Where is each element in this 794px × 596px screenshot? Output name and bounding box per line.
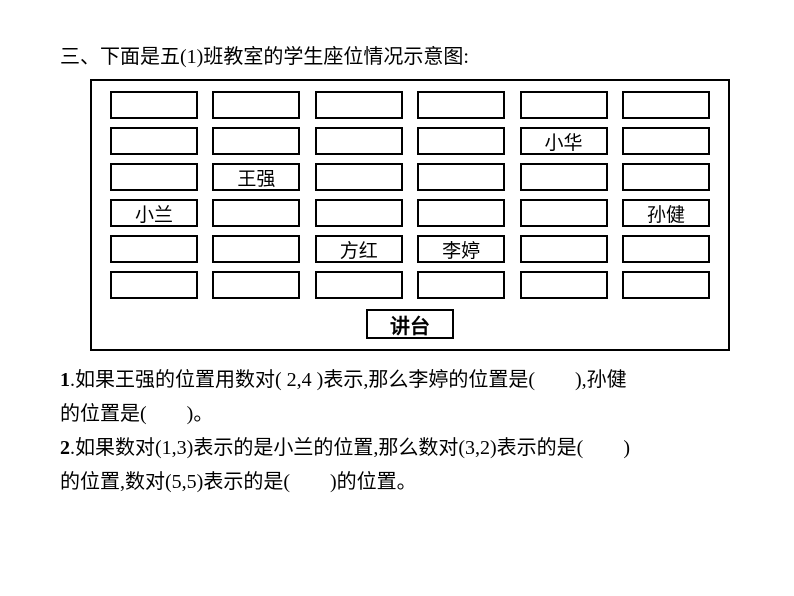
seat bbox=[212, 91, 300, 119]
seat-xiaohua: 小华 bbox=[520, 127, 608, 155]
question-1-line-1: 1.如果王强的位置用数对( 2,4 )表示,那么李婷的位置是( ),孙健 bbox=[60, 363, 744, 397]
seat bbox=[622, 271, 710, 299]
question-2-line-2: 的位置,数对(5,5)表示的是( )的位置。 bbox=[60, 465, 744, 499]
seat bbox=[622, 235, 710, 263]
seat bbox=[520, 271, 608, 299]
q1-blank-1 bbox=[535, 363, 575, 397]
seat bbox=[417, 271, 505, 299]
seat bbox=[417, 199, 505, 227]
q2-text-3: 的位置,数对(5,5)表示的是( bbox=[60, 471, 290, 493]
q1-text-1: .如果王强的位置用数对( 2,4 )表示,那么李婷的位置是( bbox=[70, 369, 535, 391]
seat bbox=[622, 163, 710, 191]
q1-text-4: )。 bbox=[187, 403, 214, 425]
podium-row: 讲台 bbox=[110, 309, 710, 339]
question-2-line-1: 2.如果数对(1,3)表示的是小兰的位置,那么数对(3,2)表示的是( ) bbox=[60, 431, 744, 465]
questions: 1.如果王强的位置用数对( 2,4 )表示,那么李婷的位置是( ),孙健 的位置… bbox=[60, 363, 744, 499]
seat bbox=[212, 127, 300, 155]
seat-row: 王强 bbox=[110, 163, 710, 191]
seat bbox=[110, 271, 198, 299]
seat-grid: 小华 王强 小兰 孙健 方红 李婷 bbox=[110, 91, 710, 299]
seat bbox=[212, 199, 300, 227]
seat bbox=[315, 271, 403, 299]
seat bbox=[315, 91, 403, 119]
seat bbox=[110, 91, 198, 119]
q1-text-2: ),孙健 bbox=[575, 369, 627, 391]
seat bbox=[110, 127, 198, 155]
seat bbox=[520, 91, 608, 119]
q2-blank-2 bbox=[290, 465, 330, 499]
seat-row bbox=[110, 271, 710, 299]
seat bbox=[622, 91, 710, 119]
podium: 讲台 bbox=[366, 309, 454, 339]
seat bbox=[110, 163, 198, 191]
seat-xiaolan: 小兰 bbox=[110, 199, 198, 227]
seat-wangqiang: 王强 bbox=[212, 163, 300, 191]
q2-blank-1 bbox=[583, 431, 623, 465]
seat-sunjian: 孙健 bbox=[622, 199, 710, 227]
question-1-line-2: 的位置是( )。 bbox=[60, 397, 744, 431]
seat bbox=[520, 199, 608, 227]
seat bbox=[417, 163, 505, 191]
seat bbox=[212, 271, 300, 299]
seat bbox=[315, 127, 403, 155]
seat bbox=[520, 163, 608, 191]
q2-text-1: .如果数对(1,3)表示的是小兰的位置,那么数对(3,2)表示的是( bbox=[70, 437, 583, 459]
seat-row bbox=[110, 91, 710, 119]
seat bbox=[520, 235, 608, 263]
seat bbox=[212, 235, 300, 263]
seat bbox=[315, 163, 403, 191]
seat bbox=[622, 127, 710, 155]
q2-num: 2 bbox=[60, 437, 70, 459]
q2-text-2: ) bbox=[623, 437, 630, 459]
seat-liting: 李婷 bbox=[417, 235, 505, 263]
seat bbox=[417, 91, 505, 119]
seat bbox=[110, 235, 198, 263]
seat-row: 小兰 孙健 bbox=[110, 199, 710, 227]
seat bbox=[417, 127, 505, 155]
q1-text-3: 的位置是( bbox=[60, 403, 147, 425]
section-title: 三、下面是五(1)班教室的学生座位情况示意图: bbox=[60, 40, 744, 69]
q2-text-4: )的位置。 bbox=[330, 471, 417, 493]
seat-row: 方红 李婷 bbox=[110, 235, 710, 263]
seat-fanghong: 方红 bbox=[315, 235, 403, 263]
seat-row: 小华 bbox=[110, 127, 710, 155]
seating-diagram: 小华 王强 小兰 孙健 方红 李婷 bbox=[90, 79, 730, 351]
q1-num: 1 bbox=[60, 369, 70, 391]
seat bbox=[315, 199, 403, 227]
q1-blank-2 bbox=[147, 397, 187, 431]
